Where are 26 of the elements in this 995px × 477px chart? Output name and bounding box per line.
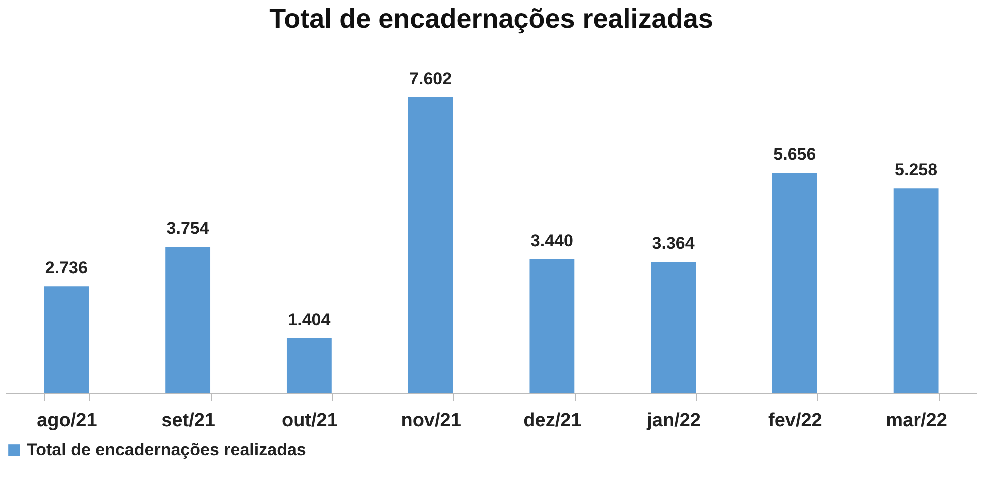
data-label: 2.736: [45, 258, 88, 278]
x-tick-label: set/21: [162, 410, 216, 432]
data-label: 5.258: [895, 160, 938, 180]
bar: [530, 259, 575, 393]
x-tick-label: mar/22: [886, 410, 948, 432]
bar: [772, 173, 818, 393]
data-label: 7.602: [410, 69, 452, 88]
chart-title: Total de encadernações realizadas: [270, 4, 714, 34]
bar: [44, 286, 90, 393]
x-tick-label: out/21: [282, 410, 338, 432]
data-label: 5.656: [774, 145, 816, 164]
data-label: 3.364: [652, 234, 696, 254]
x-tick-label: fev/22: [768, 410, 822, 432]
bar: [286, 338, 332, 393]
data-label: 1.404: [288, 310, 332, 330]
bar: [166, 247, 211, 393]
bar: [408, 97, 454, 393]
data-label: 3.440: [530, 231, 574, 250]
bar: [651, 262, 696, 393]
x-tick-label: nov/21: [401, 410, 462, 432]
x-tick-label: ago/21: [37, 410, 98, 432]
bar: [894, 188, 939, 393]
x-tick-label: jan/22: [646, 410, 701, 432]
data-label: 3.754: [166, 219, 210, 238]
x-tick-label: dez/21: [524, 410, 582, 432]
legend-label: Total de encadernações realizadas: [27, 440, 306, 460]
